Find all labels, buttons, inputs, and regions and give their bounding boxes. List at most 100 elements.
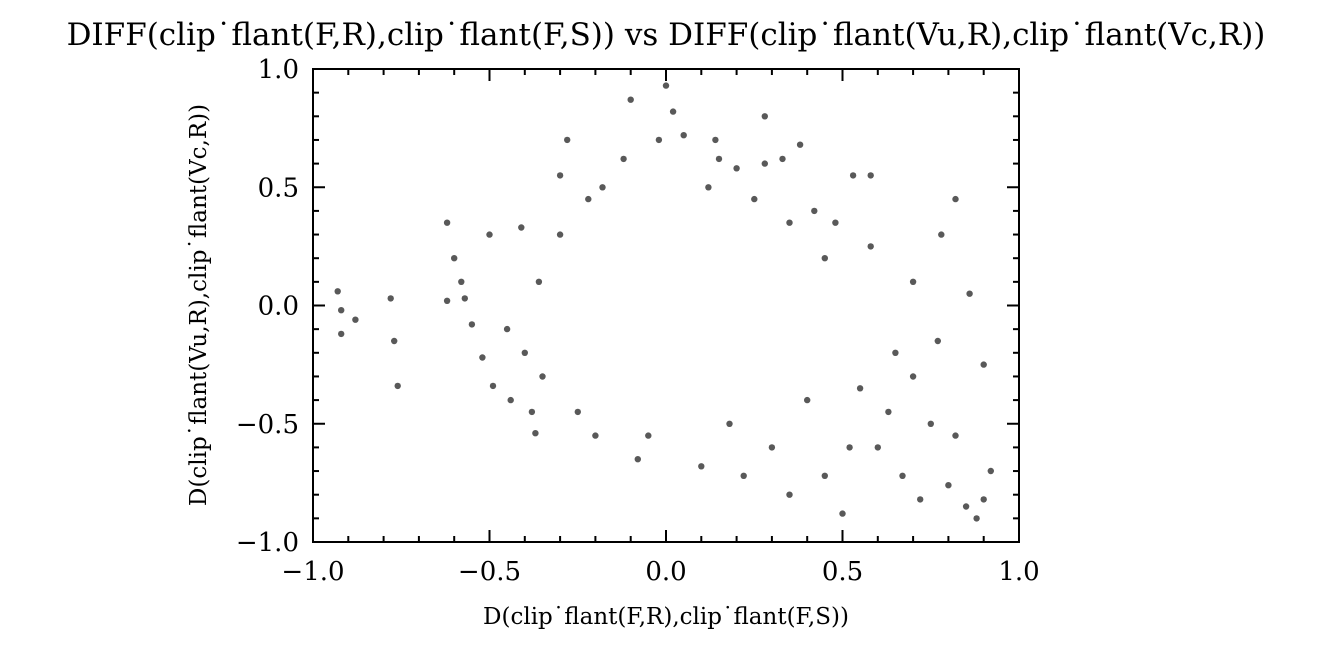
data-point	[712, 136, 719, 144]
data-point	[532, 430, 539, 437]
data-points	[334, 82, 994, 522]
data-point	[391, 337, 398, 345]
data-point	[938, 231, 945, 238]
data-point	[952, 195, 959, 203]
data-point	[585, 195, 592, 203]
data-point	[592, 432, 599, 439]
data-point	[821, 472, 828, 479]
data-point	[856, 385, 864, 392]
data-point	[768, 444, 776, 451]
data-point	[634, 456, 641, 463]
data-point	[849, 172, 857, 179]
x-axis-label: D(clip˙flant(F,R),clip˙flant(F,S))	[483, 604, 849, 630]
data-point	[804, 396, 811, 404]
plot-frame	[312, 68, 1020, 543]
data-point	[740, 472, 747, 479]
data-point	[733, 165, 740, 172]
data-point	[885, 408, 892, 416]
data-point	[952, 432, 959, 439]
data-point	[655, 136, 663, 144]
data-point	[507, 396, 514, 404]
data-point	[779, 155, 786, 163]
y-tick-label: −1.0	[236, 528, 299, 558]
data-point	[962, 503, 970, 510]
y-tick-label: 1.0	[258, 55, 299, 85]
data-point	[832, 219, 839, 226]
data-point	[338, 307, 345, 314]
data-point	[338, 330, 345, 338]
x-tick-label: −1.0	[281, 557, 344, 587]
x-tick-label: 0.0	[645, 557, 686, 587]
data-point	[899, 472, 906, 479]
data-point	[662, 82, 670, 89]
data-point	[892, 349, 899, 356]
data-point	[458, 278, 465, 285]
data-point	[539, 373, 546, 380]
y-axis-label: D(clip˙flant(Vu,R),clip˙flant(Vc,R))	[186, 104, 212, 506]
data-point	[987, 467, 994, 475]
data-point	[334, 288, 341, 295]
data-point	[726, 420, 733, 427]
data-point	[839, 510, 846, 517]
data-point	[680, 132, 687, 139]
data-point	[917, 496, 924, 503]
data-point	[535, 278, 543, 285]
data-point	[574, 408, 581, 416]
data-point	[973, 515, 980, 522]
data-point	[521, 349, 528, 356]
data-point	[461, 295, 468, 302]
data-point	[387, 295, 394, 302]
data-point	[489, 382, 497, 390]
data-point	[867, 172, 874, 179]
data-point	[796, 141, 804, 148]
data-point	[564, 136, 571, 144]
data-point	[909, 373, 917, 380]
data-point	[761, 113, 768, 120]
data-point	[698, 463, 705, 470]
data-point	[599, 184, 606, 191]
y-tick-label: 0.0	[258, 292, 299, 322]
data-point	[443, 297, 451, 304]
chart-title: DIFF(clip˙flant(F,R),clip˙flant(F,S)) vs…	[67, 17, 1266, 53]
data-point	[715, 155, 723, 163]
data-point	[620, 155, 627, 163]
x-tick-labels: −1.0 −0.5 0.0 0.5 1.0	[281, 557, 1039, 587]
y-tick-label: −0.5	[236, 410, 299, 440]
data-point	[821, 255, 828, 262]
data-point	[966, 290, 973, 297]
data-point	[945, 482, 952, 489]
data-point	[486, 231, 493, 238]
data-point	[556, 172, 564, 179]
data-point	[927, 420, 934, 427]
data-point	[352, 316, 359, 323]
data-point	[934, 337, 941, 345]
y-tick-labels: −1.0 −0.5 0.0 0.5 1.0	[236, 55, 299, 558]
data-point	[980, 361, 987, 368]
data-point	[479, 354, 486, 361]
data-point	[518, 224, 525, 231]
data-point	[468, 321, 476, 328]
data-point	[528, 408, 536, 416]
data-point	[669, 108, 677, 115]
data-point	[867, 243, 874, 250]
data-point	[556, 231, 564, 238]
data-point	[503, 325, 511, 333]
x-tick-label: 1.0	[998, 557, 1039, 587]
x-tick-label: −0.5	[458, 557, 521, 587]
data-point	[394, 382, 401, 390]
data-point	[980, 496, 987, 503]
x-tick-label: 0.5	[822, 557, 863, 587]
data-point	[786, 491, 793, 498]
data-point	[846, 444, 853, 451]
data-point	[874, 444, 881, 451]
data-point	[443, 219, 451, 226]
data-point	[811, 207, 818, 215]
data-point	[751, 195, 758, 203]
y-tick-label: 0.5	[258, 173, 299, 203]
data-point	[645, 432, 652, 439]
axis-ticks	[312, 68, 1020, 543]
data-point	[761, 160, 768, 167]
data-point	[627, 96, 634, 103]
data-point	[451, 255, 458, 262]
